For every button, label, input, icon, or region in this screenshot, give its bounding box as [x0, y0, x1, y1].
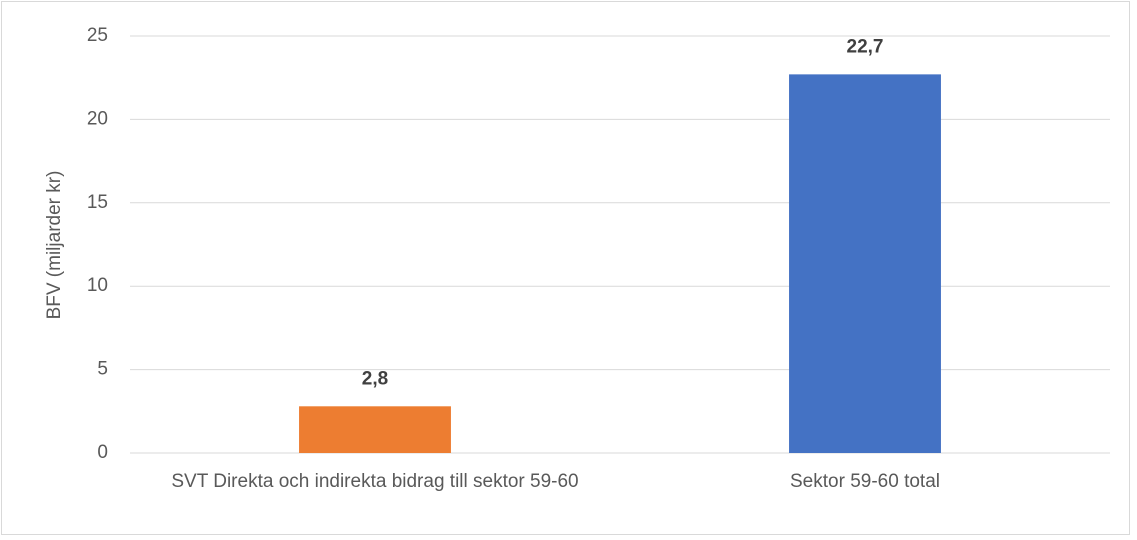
y-tick-label: 5 [97, 359, 108, 380]
data-label: 22,7 [847, 36, 884, 57]
y-tick-label: 15 [87, 192, 108, 213]
bar [789, 74, 941, 453]
y-axis-label: BFV (miljarder kr) [44, 171, 65, 320]
bar [299, 406, 451, 453]
y-tick-label: 25 [87, 25, 108, 46]
data-label: 2,8 [362, 368, 388, 389]
y-tick-label: 0 [97, 442, 108, 463]
x-tick-label: SVT Direkta och indirekta bidrag till se… [171, 471, 579, 492]
y-tick-label: 20 [87, 108, 108, 129]
x-tick-label: Sektor 59-60 total [790, 471, 940, 492]
y-tick-label: 10 [87, 275, 108, 296]
